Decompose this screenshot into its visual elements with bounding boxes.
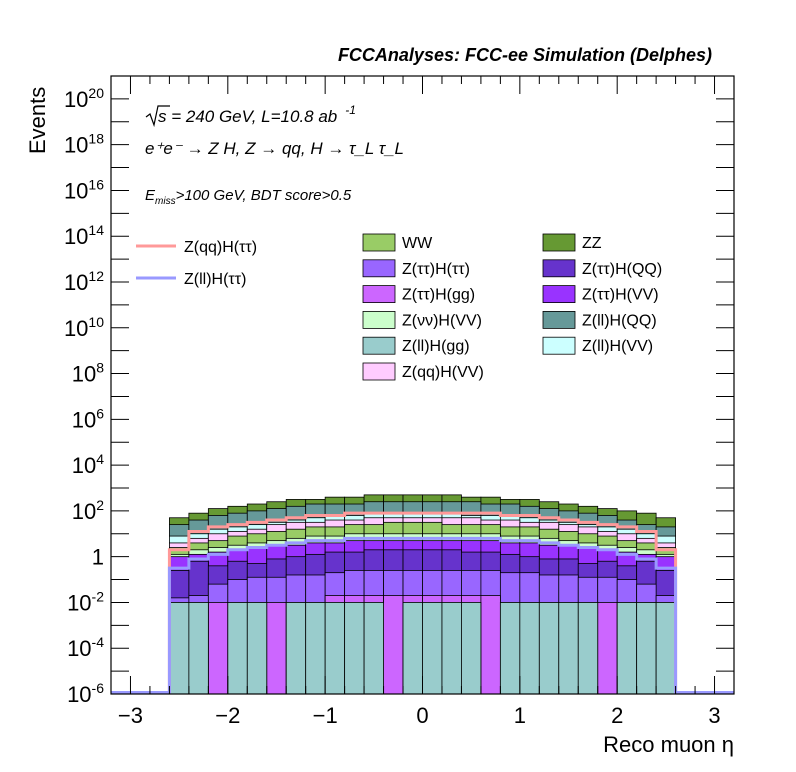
signal-lines — [111, 511, 734, 694]
bar-Z(ll)H(gg)-25 — [655, 602, 676, 695]
legend-label: Z(ll)H(QQ) — [582, 312, 657, 329]
axes — [110, 75, 735, 695]
legend-label: Z(νν)H(VV) — [402, 312, 482, 329]
y-tick-label: 1014 — [64, 222, 104, 249]
legend-swatch-WW — [362, 233, 396, 252]
legend-label: ZZ — [582, 235, 602, 252]
x-tick-label: −3 — [118, 703, 143, 728]
bar-Z(ll)H(gg)-8 — [324, 602, 346, 695]
bar-Z(ll)H(gg)-19 — [538, 602, 560, 695]
bar-Z(ll)H(gg)-21 — [577, 602, 599, 695]
x-tick-label: 2 — [611, 703, 623, 728]
bar-Z(ll)H(gg)-6 — [285, 602, 307, 695]
y-tick-label: 1010 — [64, 314, 104, 341]
legend-label: Z(ll)H(ττ) — [184, 271, 246, 288]
legend-swatch-Z(ll)H(VV) — [542, 336, 576, 355]
y-tick-label: 106 — [72, 405, 104, 432]
bar-Z(ll)H(gg)-7 — [305, 602, 326, 695]
legend-label: Z(ττ)H(QQ) — [582, 261, 662, 278]
bar-Z(ll)H(gg)-13 — [422, 602, 443, 695]
x-tick-label: −2 — [215, 703, 240, 728]
legend-swatch-Z(qq)H(VV) — [362, 362, 396, 381]
y-tick-label: 1018 — [64, 131, 104, 158]
bar-Z(ll)H(gg)-0 — [169, 602, 190, 695]
bar-Z(ττ)H(gg)-2 — [207, 602, 229, 695]
bar-Z(ττ)H(gg)-22 — [597, 602, 618, 695]
line-Z(qq)H(ττ) — [111, 511, 734, 694]
bar-Z(ττ)H(gg)-16 — [480, 595, 501, 695]
y-axis-label: Events — [25, 87, 50, 154]
bar-Z(ll)H(gg)-4 — [246, 602, 268, 695]
x-tick-label: 0 — [416, 703, 428, 728]
legend-label: WW — [402, 235, 433, 252]
y-tick-label: 10-6 — [67, 680, 104, 707]
bar-Z(ll)H(gg)-18 — [519, 602, 540, 695]
annotation-energy: s = 240 GeV, L=10.8 ab -1 — [158, 103, 356, 126]
y-tick-label: 1020 — [64, 85, 104, 112]
bar-Z(ll)H(gg)-15 — [461, 602, 482, 695]
legend-swatch-Z(νν)H(VV) — [362, 310, 396, 329]
x-tick-label: 3 — [708, 703, 720, 728]
y-tick-label: 10-4 — [67, 634, 104, 661]
x-tick-label: 1 — [514, 703, 526, 728]
stack-Z(ll)H(gg) — [169, 602, 676, 695]
bar-Z(ττ)H(gg)-5 — [266, 602, 287, 695]
bar-Z(ll)H(gg)-14 — [441, 602, 462, 695]
y-tick-label: 102 — [72, 497, 104, 524]
legend-swatch-ZZ — [542, 233, 576, 252]
x-axis-label: Reco muon η — [603, 732, 734, 757]
x-tick-label: −1 — [313, 703, 338, 728]
legend-swatch-Z(ll)H(QQ) — [542, 310, 576, 329]
legend-label: Z(ττ)H(VV) — [582, 287, 659, 304]
y-tick-label: 1016 — [64, 176, 104, 203]
bar-Z(ll)H(gg)-9 — [344, 602, 365, 695]
bar-Z(ll)H(gg)-23 — [616, 602, 638, 695]
y-tick-label: 10-2 — [67, 588, 104, 615]
annotations: FCCAnalyses: FCC-ee Simulation (Delphes)… — [25, 45, 734, 757]
legend-swatch-Z(ll)H(gg) — [362, 336, 396, 355]
bar-Z(ll)H(gg)-10 — [363, 602, 384, 695]
sqrt-sign — [145, 105, 170, 128]
bar-Z(ll)H(gg)-12 — [402, 602, 423, 695]
y-tick-label: 1012 — [64, 268, 104, 295]
legend-label: Z(qq)H(VV) — [402, 364, 484, 381]
y-tick-label: 1 — [92, 545, 104, 570]
legend-swatch-Z(ττ)H(ττ) — [362, 259, 396, 278]
bar-Z(ll)H(gg)-3 — [227, 602, 248, 695]
legend-label: Z(ττ)H(gg) — [402, 287, 475, 304]
legend-swatch-Z(ττ)H(gg) — [362, 285, 396, 304]
legend-label: Z(ll)H(VV) — [582, 338, 653, 355]
legend-label: Z(ll)H(gg) — [402, 338, 470, 355]
legend-swatch-Z(ττ)H(VV) — [542, 285, 576, 304]
y-tick-label: 104 — [72, 451, 104, 478]
chart-title: FCCAnalyses: FCC-ee Simulation (Delphes) — [338, 45, 712, 65]
legend: Z(qq)H(ττ) Z(ll)H(ττ) WW Z(ττ)H(ττ) Z(ττ)H(g… — [136, 233, 662, 381]
bar-Z(ll)H(gg)-17 — [499, 602, 521, 695]
annotation-process: e⁺e⁻ → Z H, Z → qq, H → τ_L τ_L — [145, 139, 404, 158]
legend-label: Z(ττ)H(ττ) — [402, 261, 470, 278]
y-tick-label: 108 — [72, 360, 104, 387]
bar-Z(ll)H(gg)-20 — [558, 602, 579, 695]
line-Z(ll)H(ττ) — [111, 536, 734, 694]
annotation-cuts: Emiss>100 GeV, BDT score>0.5 — [145, 187, 352, 207]
bar-Z(ll)H(gg)-1 — [188, 602, 209, 695]
bar-Z(ll)H(gg)-24 — [636, 602, 657, 695]
bar-Z(ττ)H(gg)-11 — [383, 595, 404, 695]
legend-swatch-Z(ττ)H(QQ) — [542, 259, 576, 278]
legend-label: Z(qq)H(ττ) — [184, 239, 257, 256]
